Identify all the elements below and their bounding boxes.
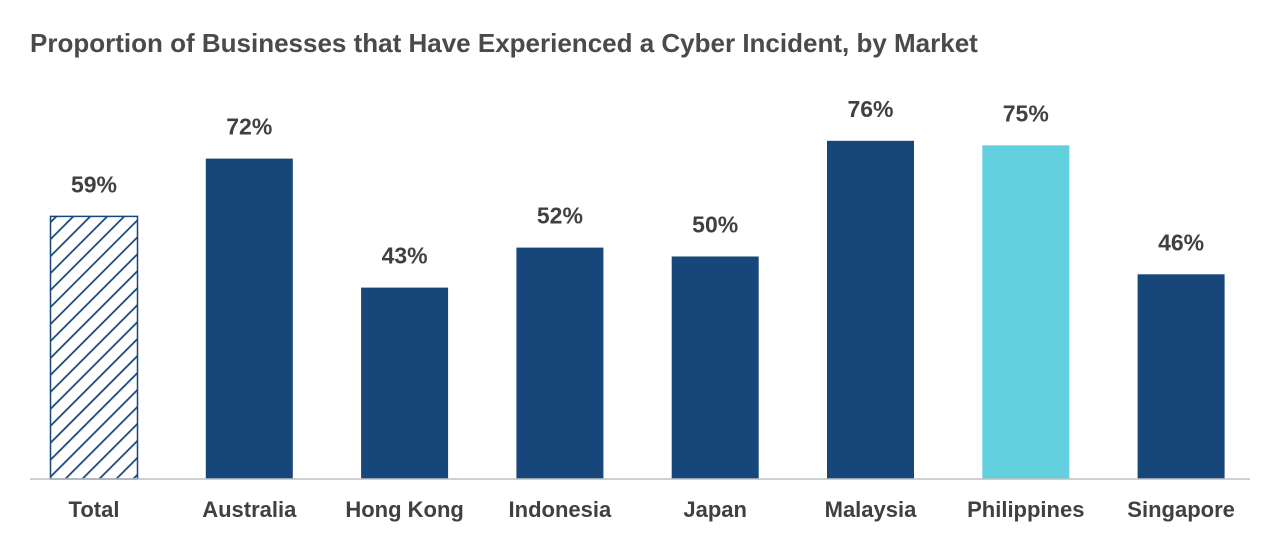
x-tick-label-philippines: Philippines xyxy=(967,497,1084,522)
bars-group xyxy=(49,140,1225,480)
labels-group: 59% Total 72% Australia 43% Hong Kong 52% Indon… xyxy=(69,96,1235,522)
bar-malaysia xyxy=(827,140,914,480)
x-tick-label-malaysia: Malaysia xyxy=(825,497,917,522)
bar-hong-kong xyxy=(361,287,449,479)
chart-title: Proportion of Businesses that Have Exper… xyxy=(30,28,978,58)
x-tick-label-indonesia: Indonesia xyxy=(509,497,612,522)
x-tick-label-australia: Australia xyxy=(202,497,297,522)
value-label-indonesia: 52% xyxy=(537,203,583,229)
bar-philippines xyxy=(982,145,1070,480)
bar-total xyxy=(49,215,139,480)
x-tick-label-singapore: Singapore xyxy=(1127,497,1235,522)
value-label-total: 59% xyxy=(71,171,117,197)
bar-australia xyxy=(205,158,293,479)
x-tick-label-japan: Japan xyxy=(683,497,747,522)
bar-indonesia xyxy=(516,247,604,479)
value-label-australia: 72% xyxy=(226,114,272,140)
bar-japan xyxy=(671,256,759,479)
value-label-japan: 50% xyxy=(692,212,738,238)
value-label-singapore: 46% xyxy=(1158,229,1204,255)
bar-singapore xyxy=(1137,274,1225,479)
x-tick-label-total: Total xyxy=(69,497,120,522)
value-label-hong-kong: 43% xyxy=(382,243,428,269)
value-label-philippines: 75% xyxy=(1003,100,1049,126)
value-label-malaysia: 76% xyxy=(847,96,893,122)
x-tick-label-hong-kong: Hong Kong xyxy=(345,497,464,522)
